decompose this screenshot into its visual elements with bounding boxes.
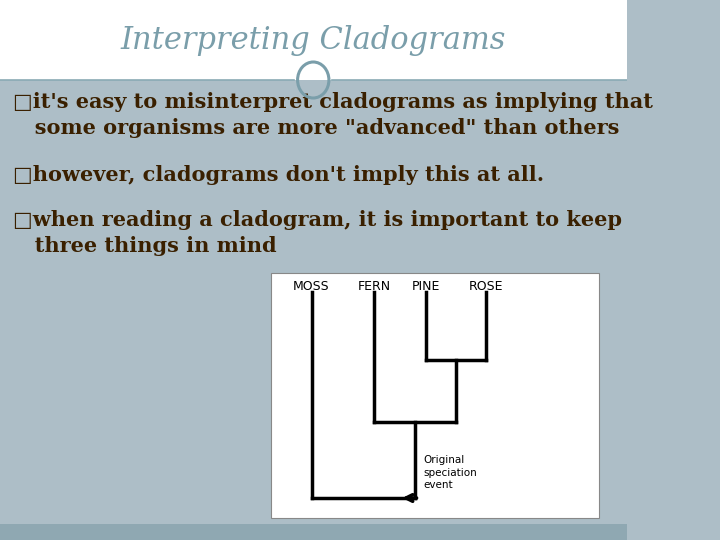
- Text: Interpreting Cladograms: Interpreting Cladograms: [120, 24, 506, 56]
- Text: □when reading a cladogram, it is important to keep
   three things in mind: □when reading a cladogram, it is importa…: [13, 210, 622, 255]
- Text: MOSS: MOSS: [293, 280, 330, 293]
- FancyBboxPatch shape: [0, 524, 626, 540]
- FancyBboxPatch shape: [271, 273, 598, 518]
- FancyBboxPatch shape: [0, 0, 626, 80]
- Text: □however, cladograms don't imply this at all.: □however, cladograms don't imply this at…: [13, 165, 544, 185]
- Text: FERN: FERN: [358, 280, 391, 293]
- Text: Original
speciation
event: Original speciation event: [424, 455, 477, 490]
- Text: PINE: PINE: [412, 280, 441, 293]
- Text: ROSE: ROSE: [468, 280, 503, 293]
- Text: □it's easy to misinterpret cladograms as implying that
   some organisms are mor: □it's easy to misinterpret cladograms as…: [13, 92, 653, 138]
